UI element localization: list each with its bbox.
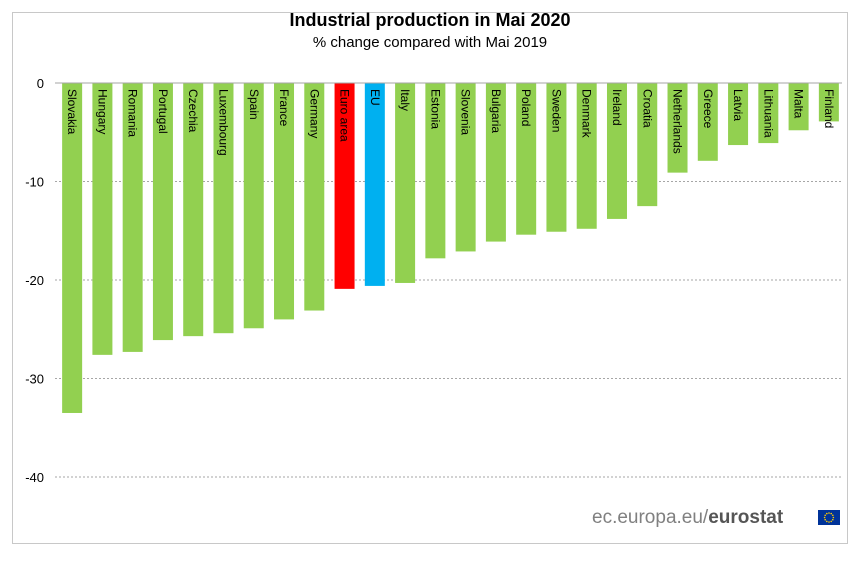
chart-subtitle: % change compared with Mai 2019 [312,34,548,51]
y-tick-label: -40 [25,470,44,485]
bar [364,83,385,286]
category-label: Sweden [549,89,563,132]
bar [274,83,295,320]
bar [62,83,83,413]
bar [395,83,416,283]
category-label: Bulgaria [489,89,503,133]
eu-flag-icon [818,510,840,525]
bar [546,83,567,232]
brand-bold: eurostat [708,507,784,528]
bar [455,83,476,252]
bar [243,83,264,329]
y-tick-label: -10 [25,175,44,190]
category-label: Slovenia [459,89,473,135]
category-label: EU [368,89,382,106]
y-tick-label: 0 [37,76,44,91]
bar [818,83,839,122]
bar [637,83,658,207]
category-label: Germany [307,89,321,138]
category-label: Poland [519,89,533,126]
bar [667,83,688,173]
category-label: Croatia [640,89,654,128]
category-label: Hungary [95,89,109,134]
bar [576,83,597,229]
category-label: France [277,89,291,127]
y-tick-label: -30 [25,372,44,387]
category-label: Latvia [731,89,745,121]
bar [183,83,204,337]
category-label: Estonia [428,89,442,129]
chart-title: Industrial production in Mai 2020 [289,10,571,30]
category-label: Czechia [186,89,200,133]
category-label: Lithuania [761,89,775,138]
bar [728,83,749,146]
category-label: Portugal [156,89,170,134]
y-tick-label: -20 [25,273,44,288]
bar [122,83,143,352]
category-label: Luxembourg [216,89,230,156]
bar [304,83,325,311]
bar [788,83,809,131]
bar [152,83,173,341]
category-label: Denmark [580,89,594,139]
eurostat-brand[interactable]: ec.europa.eu/eurostat [592,507,783,529]
category-label: Malta [792,89,806,119]
category-label: Netherlands [671,89,685,154]
bar [606,83,627,219]
bar [425,83,446,259]
category-label: Slovakia [65,89,79,135]
bar [213,83,234,334]
bar [334,83,355,289]
category-label: Romania [126,89,140,137]
category-label: Euro area [338,89,352,142]
bar [516,83,537,235]
category-label: Finland [822,89,836,128]
category-label: Ireland [610,89,624,126]
category-label: Italy [398,89,412,111]
bar [485,83,506,242]
category-label: Spain [247,89,261,120]
brand-prefix: ec.europa.eu/ [592,507,709,528]
bar [697,83,718,161]
bar [758,83,779,144]
category-label: Greece [701,89,715,129]
bar [92,83,113,355]
